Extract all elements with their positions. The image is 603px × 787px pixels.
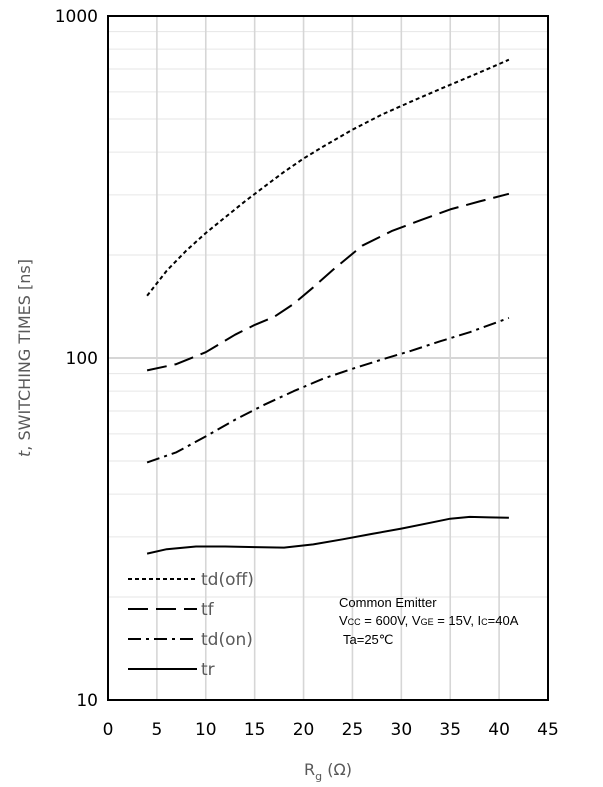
legend-label: tf — [201, 600, 215, 620]
x-tick-label: 0 — [103, 720, 114, 740]
grid-lines — [108, 16, 548, 700]
note-subscript: GE — [421, 617, 434, 627]
x-tick-label: 25 — [342, 720, 364, 740]
x-axis-label: Rg (Ω) — [304, 760, 352, 783]
note-subscript: CC — [348, 617, 361, 627]
condition-note: Common Emitter VCC = 600V, VGE = 15V, IC… — [339, 595, 519, 647]
y-axis-tick-labels: 10 100 1000 — [55, 7, 98, 711]
x-tick-label: 40 — [488, 720, 510, 740]
plot-area-border — [107, 15, 549, 701]
note-line-1: Common Emitter — [339, 595, 437, 610]
legend-label: td(off) — [201, 570, 254, 590]
series-group — [146, 58, 510, 555]
y-tick-label: 10 — [76, 691, 98, 711]
note-text: =40A — [488, 613, 519, 628]
note-text: V — [339, 613, 348, 628]
x-tick-label: 20 — [293, 720, 315, 740]
note-text: = 600V, V — [361, 613, 421, 628]
series-line-tdoff — [146, 58, 510, 297]
y-axis-label: t, SWITCHING TIMES [ns] — [15, 259, 34, 457]
x-axis-label-unit: (Ω) — [322, 760, 352, 779]
note-subscript: C — [481, 617, 488, 627]
note-line-2: VCC = 600V, VGE = 15V, IC=40A — [339, 613, 519, 628]
x-tick-label: 10 — [195, 720, 217, 740]
x-tick-label: 45 — [537, 720, 559, 740]
x-tick-label: 15 — [244, 720, 266, 740]
y-axis-label-italic: t — [15, 450, 34, 457]
note-line-3: Ta=25℃ — [343, 632, 393, 647]
x-tick-label: 30 — [391, 720, 413, 740]
series-line-tdon — [146, 316, 510, 464]
x-axis-label-main: R — [304, 760, 315, 779]
x-tick-label: 35 — [439, 720, 461, 740]
x-axis-label-sub: g — [315, 770, 322, 783]
y-tick-label: 100 — [66, 349, 98, 369]
legend: td(off) tf td(on) tr — [128, 570, 254, 680]
series-line-tr — [146, 515, 509, 555]
x-axis-tick-labels: 0 5 10 15 20 25 30 35 40 45 — [103, 720, 559, 740]
x-tick-label: 5 — [151, 720, 162, 740]
legend-label: td(on) — [201, 630, 253, 650]
note-text: = 15V, I — [434, 613, 482, 628]
series-line-tf — [146, 192, 510, 372]
legend-label: tr — [201, 660, 215, 680]
y-tick-label: 1000 — [55, 7, 98, 27]
y-axis-label-rest: , SWITCHING TIMES [ns] — [15, 259, 34, 451]
